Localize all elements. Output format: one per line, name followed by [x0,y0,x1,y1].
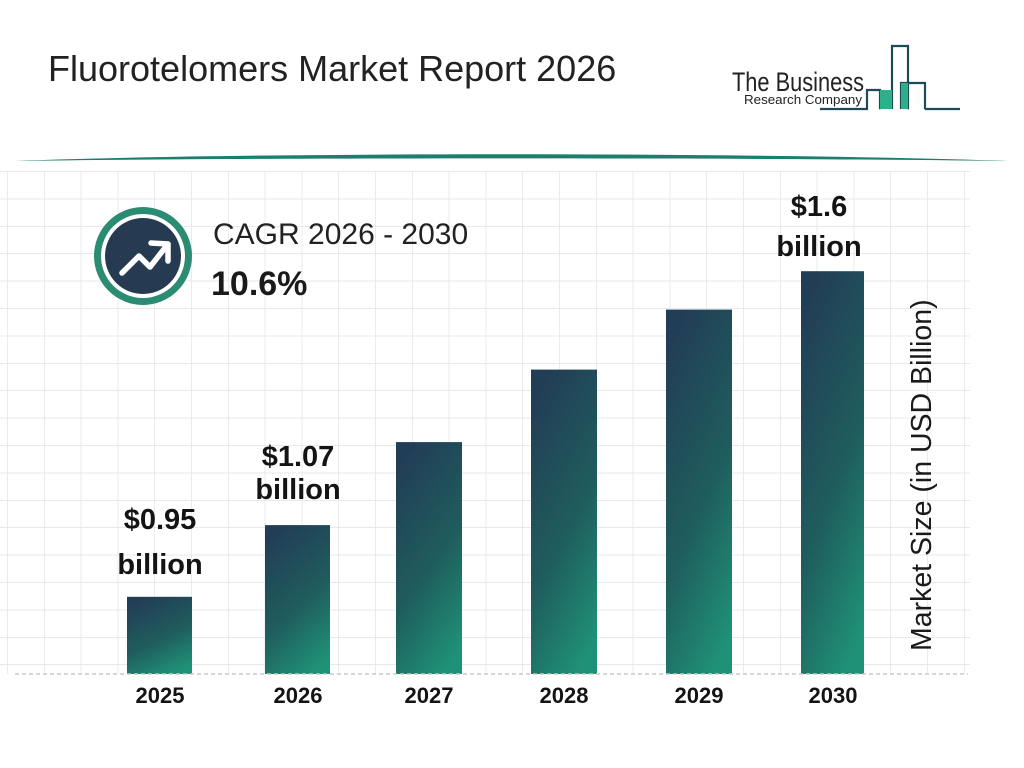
svg-text:10.6%: 10.6% [211,265,307,303]
svg-text:billion: billion [776,231,861,263]
svg-text:$1.07: $1.07 [262,441,335,473]
svg-text:2030: 2030 [809,683,858,708]
svg-text:$0.95: $0.95 [124,504,197,536]
svg-text:billion: billion [117,549,202,581]
svg-text:billion: billion [255,474,340,506]
svg-text:2025: 2025 [136,683,185,708]
svg-text:$1.6: $1.6 [791,191,847,223]
svg-text:Research Company: Research Company [744,93,863,107]
svg-text:2028: 2028 [540,683,589,708]
svg-text:CAGR 2026 - 2030: CAGR 2026 - 2030 [213,218,468,251]
svg-text:2026: 2026 [274,683,323,708]
svg-text:2029: 2029 [675,683,724,708]
svg-text:2027: 2027 [405,683,454,708]
